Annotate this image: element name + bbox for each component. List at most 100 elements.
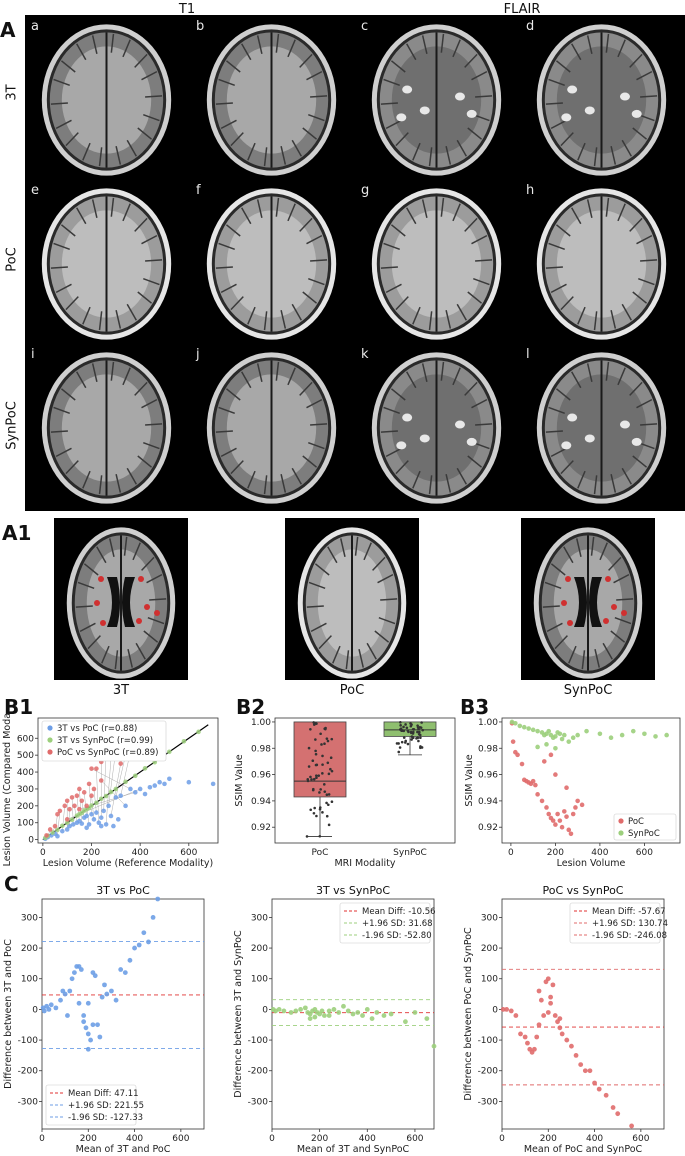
x-tick-label: 200 xyxy=(80,1134,97,1144)
data-point xyxy=(517,723,523,729)
data-point xyxy=(53,1005,59,1011)
y-tick-label: 0.98 xyxy=(478,744,498,754)
box-jitter-point xyxy=(406,742,410,746)
sulcus xyxy=(456,467,467,485)
data-point xyxy=(298,1007,303,1012)
box-jitter-point xyxy=(322,783,326,786)
sulcus xyxy=(640,259,658,262)
sulcus xyxy=(53,242,70,250)
sulcus xyxy=(445,473,452,493)
sulcus xyxy=(134,217,148,232)
data-point xyxy=(596,1086,602,1092)
sulcus xyxy=(358,648,364,668)
sulcus xyxy=(109,538,115,558)
box-jitter-point xyxy=(404,741,407,744)
sulcus xyxy=(98,475,103,495)
sulcus xyxy=(137,127,153,140)
data-point xyxy=(597,731,603,737)
box-jitter-point xyxy=(307,746,311,750)
data-point xyxy=(664,732,669,738)
box-jitter-point xyxy=(321,763,324,766)
sulcus xyxy=(79,622,96,633)
data-point xyxy=(127,957,133,963)
sulcus xyxy=(467,291,483,304)
data-point xyxy=(181,739,187,744)
sulcus xyxy=(137,291,153,304)
data-point xyxy=(101,808,106,814)
sulcus xyxy=(218,406,235,414)
sulcus xyxy=(247,306,256,325)
lesion-mask xyxy=(138,576,144,582)
sulcus xyxy=(299,381,313,396)
data-point xyxy=(550,818,556,823)
legend-label: PoC vs SynPoC (r=0.89) xyxy=(57,748,158,758)
y-tick-label: 300 xyxy=(17,785,34,795)
data-point xyxy=(58,997,63,1003)
mri-cell-i: i xyxy=(25,343,188,505)
data-point xyxy=(147,784,153,790)
data-point xyxy=(553,745,558,751)
sulcus xyxy=(586,199,593,219)
sulcus xyxy=(110,33,115,53)
x-axis-label: Mean of 3T and SynPoC xyxy=(297,1144,410,1155)
data-point xyxy=(544,805,549,810)
chart-c3: 0 200 400 600 -300 -200 -100 0 100 200 300 Mean of … xyxy=(463,884,668,1155)
x-tick-label: 0 xyxy=(40,848,46,858)
data-point xyxy=(108,813,114,819)
y-tick-label: -100 xyxy=(478,1036,499,1046)
box-jitter-point xyxy=(323,742,326,746)
sulcus xyxy=(91,199,98,219)
sulcus xyxy=(308,278,325,286)
box-jitter-point xyxy=(321,811,324,814)
box-jitter-point xyxy=(305,835,309,838)
data-point xyxy=(548,752,554,758)
brain-scan-illustration xyxy=(41,188,172,340)
sulcus xyxy=(345,650,350,670)
data-point xyxy=(559,824,565,830)
legend: Mean Diff: 47.11 +1.96 SD: 221.55 -1.96 SD… xyxy=(45,1084,144,1126)
sulcus xyxy=(366,642,377,660)
sulcus xyxy=(302,127,318,140)
box-jitter-point xyxy=(330,737,334,741)
mri-cell-g: g xyxy=(355,179,518,341)
box-jitter-point xyxy=(400,740,404,744)
data-point xyxy=(196,729,201,735)
data-point xyxy=(85,1031,91,1037)
data-point xyxy=(562,732,567,738)
panel-b1-letter: B1 xyxy=(4,695,34,719)
box-jitter-point xyxy=(318,834,322,838)
legend-box xyxy=(569,902,661,944)
sulcus xyxy=(256,35,263,55)
data-point xyxy=(64,827,70,832)
data-point xyxy=(642,731,647,737)
data-point xyxy=(341,1003,346,1009)
data-point xyxy=(326,1008,332,1014)
sulcus xyxy=(610,145,617,165)
sulcus xyxy=(560,132,574,147)
legend-label: 3T vs SynPoC (r=0.99) xyxy=(57,736,153,746)
sulcus xyxy=(571,371,582,389)
data-point xyxy=(530,727,536,733)
brain-scan-illustration xyxy=(371,24,502,176)
sulcus xyxy=(147,617,165,625)
row-label-synpoc: SynPoC xyxy=(4,401,20,450)
sulcus xyxy=(306,234,323,245)
brain-scan-illustration xyxy=(206,24,337,176)
y-tick-label: 500 xyxy=(17,751,34,761)
sulcus xyxy=(141,556,155,571)
sulcus xyxy=(143,278,160,286)
sulcus xyxy=(383,78,400,86)
legend: PoC SynPoC xyxy=(613,813,677,841)
data-point xyxy=(60,823,65,829)
chart-title: PoC vs SynPoC xyxy=(542,884,623,897)
a1-label-3t: 3T xyxy=(112,683,130,698)
sulcus xyxy=(287,39,296,58)
box-jitter-point xyxy=(327,823,331,827)
sulcus xyxy=(96,546,107,564)
sulcus xyxy=(101,645,110,664)
sulcus xyxy=(385,283,402,294)
sulcus xyxy=(445,309,452,329)
sulcus xyxy=(475,423,493,426)
sulcus xyxy=(613,573,630,584)
data-point xyxy=(522,1034,528,1040)
